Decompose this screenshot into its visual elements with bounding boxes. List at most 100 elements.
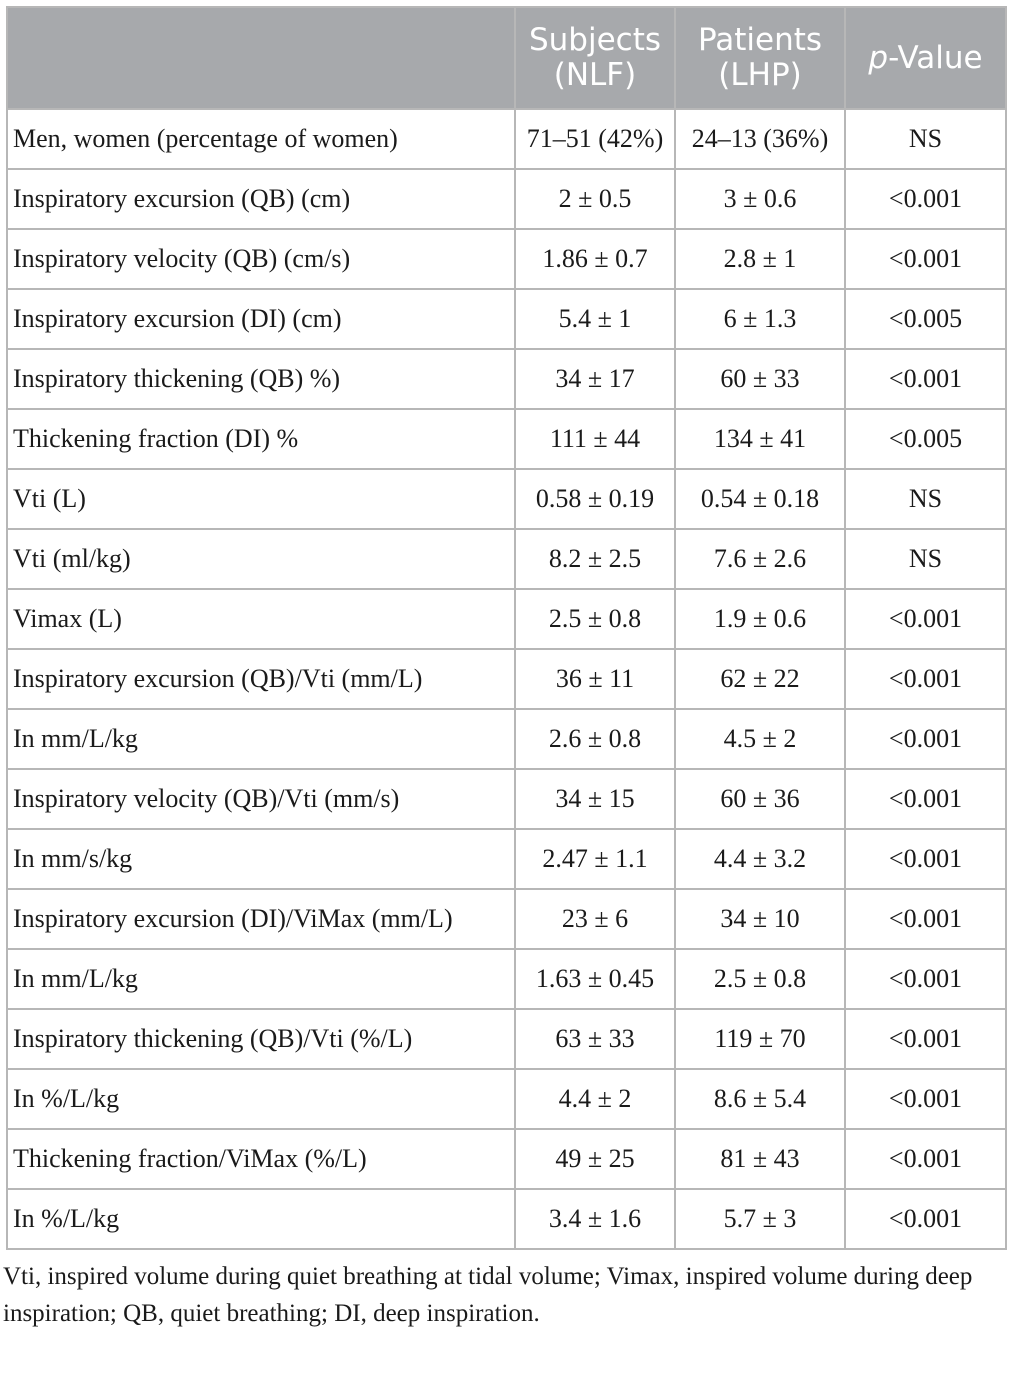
header-patients: Patients (LHP) bbox=[674, 6, 846, 110]
p-value: <0.001 bbox=[844, 348, 1007, 410]
patients-value: 60 ± 36 bbox=[674, 768, 846, 830]
header-patients-line1: Patients bbox=[697, 22, 823, 58]
table-row: Vimax (L) 2.5 ± 0.8 1.9 ± 0.6 <0.001 bbox=[6, 588, 1007, 650]
subjects-value: 8.2 ± 2.5 bbox=[514, 528, 676, 590]
table-row: Inspiratory velocity (QB) (cm/s) 1.86 ± 0… bbox=[6, 228, 1007, 290]
p-value: NS bbox=[844, 528, 1007, 590]
header-subjects-line2: (NLF) bbox=[553, 57, 637, 93]
patients-value: 62 ± 22 bbox=[674, 648, 846, 710]
p-value: <0.001 bbox=[844, 1008, 1007, 1070]
header-row: Subjects (NLF) Patients (LHP) p-Value bbox=[6, 6, 1007, 110]
header-p-rest: -Value bbox=[888, 39, 983, 76]
p-value: <0.001 bbox=[844, 708, 1007, 770]
p-value: <0.001 bbox=[844, 1128, 1007, 1190]
row-label: Thickening fraction (DI) % bbox=[6, 408, 516, 470]
subjects-value: 63 ± 33 bbox=[514, 1008, 676, 1070]
patients-value: 2.8 ± 1 bbox=[674, 228, 846, 290]
p-value: <0.001 bbox=[844, 828, 1007, 890]
row-label: Vti (L) bbox=[6, 468, 516, 530]
subjects-value: 23 ± 6 bbox=[514, 888, 676, 950]
subjects-value: 2.5 ± 0.8 bbox=[514, 588, 676, 650]
row-label: Inspiratory excursion (DI) (cm) bbox=[6, 288, 516, 350]
row-label: Inspiratory thickening (QB)/Vti (%/L) bbox=[6, 1008, 516, 1070]
table-row: In mm/L/kg 2.6 ± 0.8 4.5 ± 2 <0.001 bbox=[6, 708, 1007, 770]
patients-value: 24–13 (36%) bbox=[674, 108, 846, 170]
patients-value: 4.5 ± 2 bbox=[674, 708, 846, 770]
p-value: <0.005 bbox=[844, 288, 1007, 350]
subjects-value: 0.58 ± 0.19 bbox=[514, 468, 676, 530]
patients-value: 8.6 ± 5.4 bbox=[674, 1068, 846, 1130]
subjects-value: 111 ± 44 bbox=[514, 408, 676, 470]
table-row: Thickening fraction (DI) % 111 ± 44 134 ± … bbox=[6, 408, 1007, 470]
subjects-value: 49 ± 25 bbox=[514, 1128, 676, 1190]
subjects-value: 34 ± 15 bbox=[514, 768, 676, 830]
table-row: Inspiratory thickening (QB) %) 34 ± 17 60 … bbox=[6, 348, 1007, 410]
subjects-value: 71–51 (42%) bbox=[514, 108, 676, 170]
patients-value: 134 ± 41 bbox=[674, 408, 846, 470]
row-label: Inspiratory thickening (QB) %) bbox=[6, 348, 516, 410]
table-row: In %/L/kg 3.4 ± 1.6 5.7 ± 3 <0.001 bbox=[6, 1188, 1007, 1250]
row-label: Vimax (L) bbox=[6, 588, 516, 650]
p-value: <0.001 bbox=[844, 948, 1007, 1010]
patients-value: 119 ± 70 bbox=[674, 1008, 846, 1070]
table-row: Inspiratory thickening (QB)/Vti (%/L) 63 … bbox=[6, 1008, 1007, 1070]
subjects-value: 2 ± 0.5 bbox=[514, 168, 676, 230]
patients-value: 5.7 ± 3 bbox=[674, 1188, 846, 1250]
table-row: In mm/s/kg 2.47 ± 1.1 4.4 ± 3.2 <0.001 bbox=[6, 828, 1007, 890]
row-label: In %/L/kg bbox=[6, 1188, 516, 1250]
patients-value: 81 ± 43 bbox=[674, 1128, 846, 1190]
row-label: In mm/L/kg bbox=[6, 948, 516, 1010]
table-row: Inspiratory velocity (QB)/Vti (mm/s) 34 ±… bbox=[6, 768, 1007, 830]
row-label: In mm/s/kg bbox=[6, 828, 516, 890]
p-value: <0.005 bbox=[844, 408, 1007, 470]
row-label: In %/L/kg bbox=[6, 1068, 516, 1130]
results-table: Subjects (NLF) Patients (LHP) p-Value Me… bbox=[6, 6, 1007, 1250]
subjects-value: 36 ± 11 bbox=[514, 648, 676, 710]
patients-value: 2.5 ± 0.8 bbox=[674, 948, 846, 1010]
p-value: <0.001 bbox=[844, 888, 1007, 950]
table-row: Inspiratory excursion (QB) (cm) 2 ± 0.5 3 … bbox=[6, 168, 1007, 230]
patients-value: 3 ± 0.6 bbox=[674, 168, 846, 230]
subjects-value: 5.4 ± 1 bbox=[514, 288, 676, 350]
table-row: Thickening fraction/ViMax (%/L) 49 ± 25 81… bbox=[6, 1128, 1007, 1190]
table-row: Vti (L) 0.58 ± 0.19 0.54 ± 0.18 NS bbox=[6, 468, 1007, 530]
table-row: In mm/L/kg 1.63 ± 0.45 2.5 ± 0.8 <0.001 bbox=[6, 948, 1007, 1010]
p-value: <0.001 bbox=[844, 768, 1007, 830]
p-value: <0.001 bbox=[844, 1068, 1007, 1130]
table-header: Subjects (NLF) Patients (LHP) p-Value bbox=[6, 6, 1007, 110]
table-footnote: Vti, inspired volume during quiet breath… bbox=[3, 1263, 973, 1327]
patients-value: 7.6 ± 2.6 bbox=[674, 528, 846, 590]
header-p-value: p-Value bbox=[844, 6, 1007, 110]
patients-value: 60 ± 33 bbox=[674, 348, 846, 410]
p-value: <0.001 bbox=[844, 1188, 1007, 1250]
row-label: Men, women (percentage of women) bbox=[6, 108, 516, 170]
table-row: Inspiratory excursion (DI)/ViMax (mm/L) 2… bbox=[6, 888, 1007, 950]
row-label: Inspiratory excursion (QB) (cm) bbox=[6, 168, 516, 230]
subjects-value: 1.63 ± 0.45 bbox=[514, 948, 676, 1010]
document: Subjects (NLF) Patients (LHP) p-Value Me… bbox=[3, 6, 1007, 1332]
row-label: Vti (ml/kg) bbox=[6, 528, 516, 590]
table-body: Men, women (percentage of women) 71–51 (4… bbox=[6, 108, 1007, 1250]
p-value: NS bbox=[844, 468, 1007, 530]
table-row: Inspiratory excursion (QB)/Vti (mm/L) 36 … bbox=[6, 648, 1007, 710]
row-label: Thickening fraction/ViMax (%/L) bbox=[6, 1128, 516, 1190]
table-row: Vti (ml/kg) 8.2 ± 2.5 7.6 ± 2.6 NS bbox=[6, 528, 1007, 590]
subjects-value: 2.6 ± 0.8 bbox=[514, 708, 676, 770]
row-label: Inspiratory excursion (QB)/Vti (mm/L) bbox=[6, 648, 516, 710]
header-p-italic: p bbox=[868, 39, 889, 76]
p-value: NS bbox=[844, 108, 1007, 170]
row-label: Inspiratory velocity (QB) (cm/s) bbox=[6, 228, 516, 290]
row-label: Inspiratory velocity (QB)/Vti (mm/s) bbox=[6, 768, 516, 830]
table-row: In %/L/kg 4.4 ± 2 8.6 ± 5.4 <0.001 bbox=[6, 1068, 1007, 1130]
row-label: In mm/L/kg bbox=[6, 708, 516, 770]
patients-value: 34 ± 10 bbox=[674, 888, 846, 950]
patients-value: 1.9 ± 0.6 bbox=[674, 588, 846, 650]
p-value: <0.001 bbox=[844, 228, 1007, 290]
header-blank-cell bbox=[6, 6, 516, 110]
patients-value: 6 ± 1.3 bbox=[674, 288, 846, 350]
p-value: <0.001 bbox=[844, 588, 1007, 650]
patients-value: 4.4 ± 3.2 bbox=[674, 828, 846, 890]
header-patients-line2: (LHP) bbox=[718, 57, 802, 93]
subjects-value: 1.86 ± 0.7 bbox=[514, 228, 676, 290]
